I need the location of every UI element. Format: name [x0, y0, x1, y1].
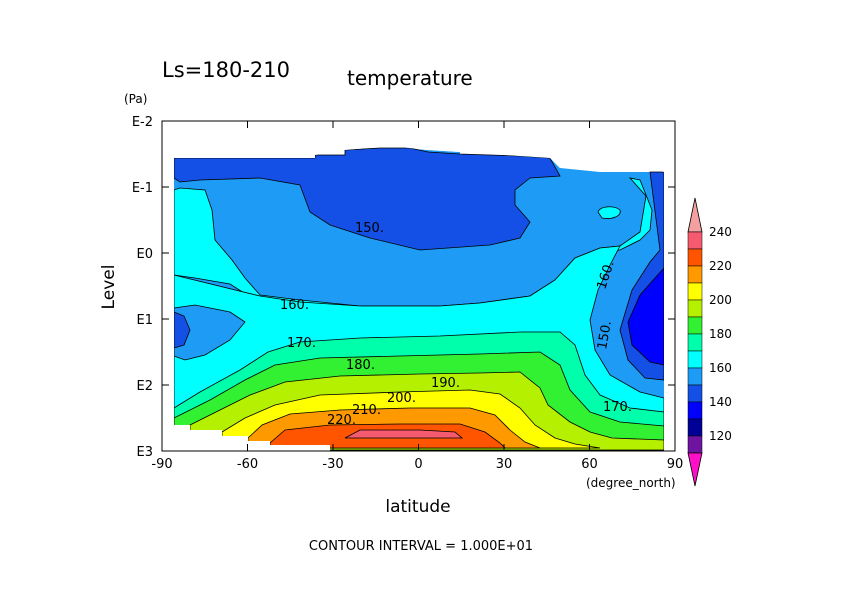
- colorbar-under-arrow: [687, 452, 703, 487]
- colorbar-swatch: [687, 282, 703, 301]
- title-period: Ls=180-210: [162, 58, 290, 82]
- colorbar-tick-label: 160: [709, 361, 732, 375]
- x-tick-label: 60: [581, 457, 598, 472]
- colorbar-swatch: [687, 367, 703, 386]
- y-tick-label: E3: [137, 445, 154, 460]
- contour-label: 170.: [603, 400, 632, 415]
- colorbar-swatch: [687, 248, 703, 267]
- contour-interval-note: CONTOUR INTERVAL = 1.000E+01: [309, 539, 533, 554]
- colorbar-swatch: [687, 316, 703, 335]
- colorbar-swatch: [687, 333, 703, 352]
- colorbar-swatch: [687, 265, 703, 284]
- x-tick-labels: -90 -60 -30 0 30 60 90: [151, 457, 683, 472]
- x-tick-label: -30: [322, 457, 343, 472]
- x-tick-label: -60: [237, 457, 258, 472]
- y-axis-label: Level: [99, 265, 119, 310]
- band-140-150-top: [173, 147, 561, 251]
- x-tick-label: 90: [667, 457, 684, 472]
- colorbar: [687, 197, 703, 487]
- colorbar-tick-label: 180: [709, 327, 732, 341]
- contour-plot-area: [162, 121, 675, 451]
- colorbar-tick-label: 120: [709, 429, 732, 443]
- contour-label: 220.: [327, 413, 356, 428]
- contour-label: 200.: [387, 391, 416, 406]
- colorbar-tick-label: 200: [709, 293, 732, 307]
- contour-label: 190.: [431, 376, 460, 391]
- y-tick-label: E1: [137, 313, 154, 328]
- contour-label: 180.: [346, 358, 375, 373]
- y-tick-label: E-2: [132, 115, 153, 130]
- contour-label: 150.: [355, 221, 384, 236]
- colorbar-tick-labels: 240 220 200 180 160 140 120: [709, 225, 732, 443]
- colorbar-swatch: [687, 350, 703, 369]
- colorbar-swatch: [687, 401, 703, 420]
- band-island: [597, 206, 621, 219]
- colorbar-tick-label: 240: [709, 225, 732, 239]
- colorbar-swatch: [687, 299, 703, 318]
- y-unit: (Pa): [124, 92, 147, 106]
- colorbar-tick-label: 220: [709, 259, 732, 273]
- y-tick-label: E2: [137, 379, 154, 394]
- colorbar-swatch: [687, 384, 703, 403]
- x-axis: [161, 121, 676, 451]
- y-axis: [162, 120, 675, 452]
- contour-label: 160.: [280, 298, 309, 313]
- x-tick-label: 0: [414, 457, 422, 472]
- x-tick-label: 30: [496, 457, 513, 472]
- band-230-240: [344, 429, 464, 439]
- x-unit: (degree_north): [586, 476, 676, 490]
- x-tick-label: -90: [151, 457, 172, 472]
- colorbar-swatch: [687, 231, 703, 250]
- colorbar-over-arrow: [687, 197, 703, 233]
- title-variable: temperature: [347, 66, 473, 90]
- x-axis-label: latitude: [385, 497, 450, 517]
- colorbar-swatch: [687, 418, 703, 437]
- missing-data-mask: [162, 121, 675, 451]
- band-130-140-right: [627, 266, 665, 366]
- y-tick-label: E-1: [132, 181, 153, 196]
- contour-label: 210.: [352, 403, 381, 418]
- y-tick-labels: E-2 E-1 E0 E1 E2 E3: [132, 115, 153, 460]
- contour-label: 170.: [287, 336, 316, 351]
- colorbar-tick-label: 140: [709, 395, 732, 409]
- y-tick-label: E0: [137, 247, 154, 262]
- band-150-left: [173, 304, 246, 361]
- contour-labels: 150. 160. 170. 180. 190. 200. 210. 220. …: [280, 221, 632, 428]
- colorbar-swatch: [687, 435, 703, 454]
- contour-label: 150.: [595, 320, 615, 351]
